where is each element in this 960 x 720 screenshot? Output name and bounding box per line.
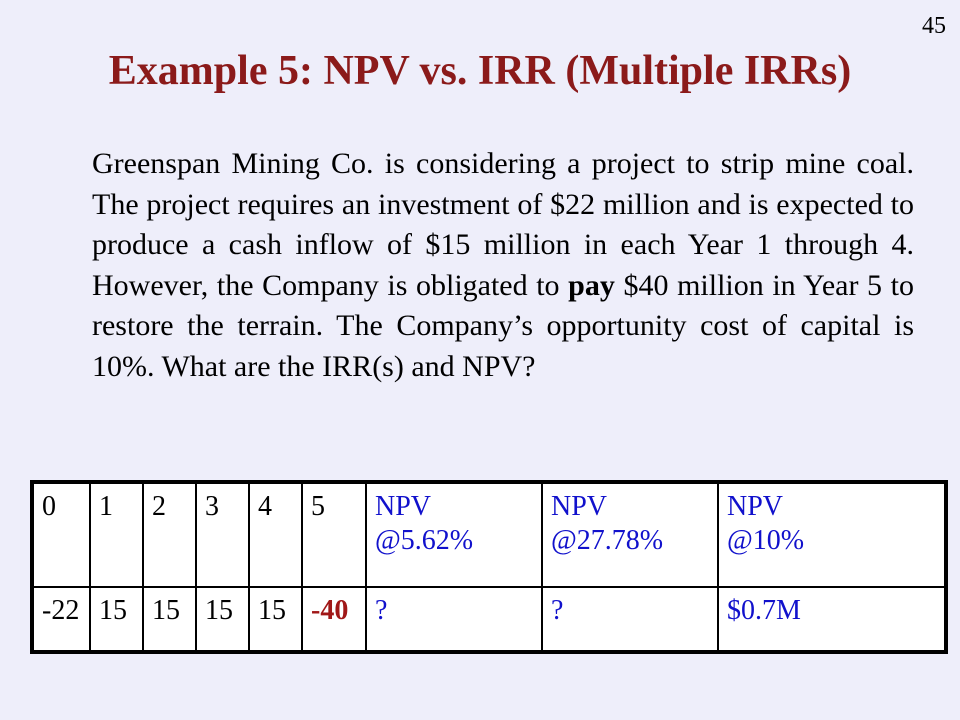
problem-statement: Greenspan Mining Co. is considering a pr…	[92, 144, 914, 387]
cash-flow-cell: 15	[195, 586, 250, 653]
cash-flow-cell: 15	[89, 586, 144, 653]
year-cell: 1	[89, 481, 144, 588]
cash-flow-table: 0 1 2 3 4 5 NPV @5.62% NPV @27.78% NPV @…	[30, 480, 948, 654]
table-value-row: -22 15 15 15 15 -40 ? ? $0.7M	[31, 586, 947, 653]
cash-flow-cell: 15	[248, 586, 303, 653]
npv-header-cell: NPV @5.62%	[365, 481, 543, 588]
year-cell: 2	[142, 481, 197, 588]
slide-title: Example 5: NPV vs. IRR (Multiple IRRs)	[108, 48, 852, 94]
cash-flow-cell: -22	[31, 586, 91, 653]
year-cell: 5	[301, 481, 367, 588]
table-header-row: 0 1 2 3 4 5 NPV @5.62% NPV @27.78% NPV @…	[31, 481, 947, 588]
npv-header-rate: @5.62%	[375, 525, 474, 556]
npv-header-rate: @10%	[727, 525, 805, 556]
year-cell: 4	[248, 481, 303, 588]
problem-text-bold-word: pay	[568, 268, 615, 302]
page-number: 45	[922, 13, 946, 39]
problem-text-part2: $40 million in Year 5 to restore the ter…	[92, 268, 914, 383]
year-cell: 3	[195, 481, 250, 588]
cash-flow-cell-restoration: -40	[301, 586, 367, 653]
npv-header-label: NPV	[551, 491, 608, 522]
npv-value-cell: ?	[541, 586, 719, 653]
npv-header-rate: @27.78%	[551, 525, 664, 556]
year-cell: 0	[31, 481, 91, 588]
npv-header-label: NPV	[727, 491, 784, 522]
cash-flow-cell: 15	[142, 586, 197, 653]
npv-header-cell: NPV @10%	[717, 481, 947, 588]
npv-header-cell: NPV @27.78%	[541, 481, 719, 588]
npv-header-label: NPV	[375, 491, 432, 522]
problem-text-part1: Greenspan Mining Co. is considering a pr…	[92, 147, 914, 302]
npv-value-cell: ?	[365, 586, 543, 653]
npv-value-cell: $0.7M	[717, 586, 947, 653]
